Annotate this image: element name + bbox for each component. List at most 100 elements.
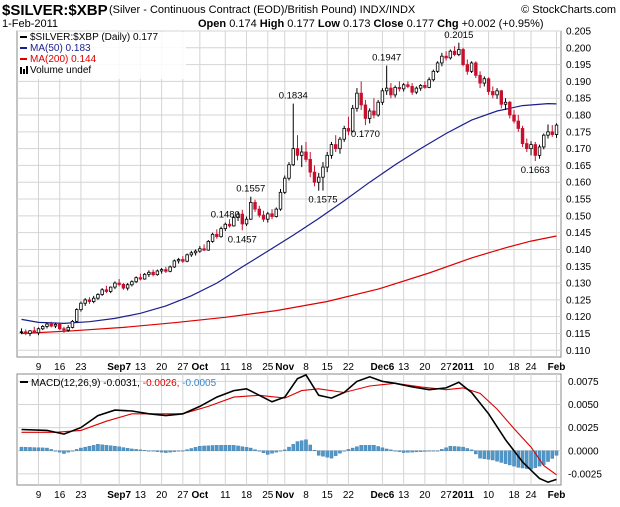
macd-histogram-bar bbox=[36, 447, 41, 451]
candle-body bbox=[121, 284, 126, 289]
candle-body bbox=[74, 309, 79, 322]
macd-histogram-bar bbox=[28, 447, 32, 451]
high-value: 0.177 bbox=[287, 18, 315, 30]
macd-histogram-bar bbox=[181, 450, 185, 452]
price-tick-label: 0.180 bbox=[566, 111, 591, 122]
macd-histogram-bar bbox=[215, 445, 219, 451]
candle-body bbox=[359, 92, 363, 106]
price-tick-label: 0.165 bbox=[566, 161, 591, 172]
macd-histogram-bar bbox=[202, 445, 206, 451]
date-tick-label: 18 bbox=[241, 362, 253, 373]
chart-symbol: $SILVER:$XBP bbox=[2, 2, 108, 19]
candle-body bbox=[198, 248, 202, 252]
candle-body bbox=[550, 131, 554, 135]
macd-histogram-bar bbox=[495, 450, 499, 462]
candle-body bbox=[321, 166, 325, 178]
date-tick-label: 2011 bbox=[452, 362, 474, 373]
candle-body bbox=[486, 78, 491, 92]
symbol-description: (Silver - Continuous Contract (EOD)/Brit… bbox=[109, 4, 357, 16]
macd-signal-line bbox=[21, 382, 557, 476]
exchange-label: INDX/INDX bbox=[359, 4, 416, 16]
date-tick-label: 13 bbox=[398, 490, 410, 501]
macd-histogram-bar bbox=[448, 445, 453, 451]
open-label: Open bbox=[198, 18, 227, 30]
price-tick-label: 0.170 bbox=[566, 144, 591, 155]
macd-histogram-bar bbox=[45, 447, 49, 451]
macd-histogram-bar bbox=[486, 450, 491, 460]
price-tick-label: 0.175 bbox=[566, 127, 591, 138]
candle-body bbox=[261, 214, 266, 220]
candle-body bbox=[401, 84, 406, 90]
macd-tick-label: 0.0050 bbox=[568, 400, 599, 411]
macd-histogram-bar bbox=[333, 450, 338, 456]
date-tick-label: Sep7 bbox=[107, 362, 131, 373]
macd-title-label: MACD(12,26,9) bbox=[31, 378, 103, 389]
macd-histogram-bar bbox=[380, 447, 385, 451]
candle-body bbox=[232, 217, 236, 227]
candle-body bbox=[529, 144, 533, 150]
macd-histogram-bar bbox=[227, 445, 232, 451]
macd-histogram-bar bbox=[338, 450, 342, 454]
candle-body bbox=[283, 177, 287, 193]
price-tick-label: 0.205 bbox=[566, 27, 591, 38]
macd-histogram-bar bbox=[550, 450, 555, 459]
macd-histogram-bar bbox=[210, 445, 215, 451]
candle-body bbox=[134, 277, 138, 283]
macd-tick-label: 0.0075 bbox=[568, 377, 599, 388]
candle-body bbox=[350, 107, 355, 132]
date-tick-label: 27 bbox=[177, 490, 189, 501]
macd-histogram-bar bbox=[529, 450, 533, 470]
price-annotation: 0.1480 bbox=[211, 210, 240, 221]
macd-histogram-bar bbox=[159, 450, 164, 453]
candle-body bbox=[66, 327, 70, 331]
low-value: 0.173 bbox=[342, 18, 371, 30]
macd-histogram-bar bbox=[363, 445, 368, 451]
date-tick-label: 2011 bbox=[452, 490, 474, 501]
macd-title: MACD(12,26,9) -0.0031, -0.0026, -0.0005 bbox=[31, 378, 217, 389]
macd-histogram-bar bbox=[91, 445, 96, 451]
candle-body bbox=[499, 90, 504, 105]
candle-body bbox=[469, 62, 474, 72]
candle-body bbox=[253, 202, 257, 210]
date-tick-label: 18 bbox=[508, 362, 520, 373]
date-tick-label: 23 bbox=[75, 362, 87, 373]
macd-histogram-bar bbox=[410, 450, 414, 453]
date-tick-label: 13 bbox=[135, 362, 147, 373]
macd-histogram-bar bbox=[325, 450, 329, 458]
candle-body bbox=[24, 331, 28, 334]
candle-body bbox=[70, 320, 75, 328]
price-tick-label: 0.185 bbox=[566, 94, 591, 105]
macd-histogram-bar bbox=[232, 445, 236, 451]
candle-body bbox=[249, 202, 253, 220]
candle-body bbox=[266, 213, 270, 220]
candle-body bbox=[355, 92, 359, 109]
candle-body bbox=[87, 299, 92, 302]
candle-body bbox=[384, 87, 389, 92]
legend-entry: $SILVER:$XBP (Daily) 0.177 bbox=[30, 32, 158, 43]
candle-body bbox=[440, 55, 444, 64]
chg-value: +0.002 (+0.95%) bbox=[461, 18, 544, 30]
date-tick-label: 15 bbox=[322, 362, 334, 373]
macd-histogram-bar bbox=[138, 449, 143, 451]
candle-body bbox=[491, 91, 495, 96]
candle-body bbox=[236, 213, 240, 218]
candle-body bbox=[278, 191, 283, 210]
macd-histogram-bar bbox=[62, 450, 66, 454]
macd-histogram-bar bbox=[431, 450, 436, 452]
candle-body bbox=[393, 87, 397, 96]
candle-body bbox=[223, 223, 228, 230]
macd-histogram-bar bbox=[198, 445, 202, 451]
candle-body bbox=[338, 138, 342, 150]
macd-histogram-bar bbox=[121, 447, 126, 451]
macd-histogram-bar bbox=[508, 450, 512, 466]
macd-histogram-bar bbox=[376, 446, 380, 451]
candle-body bbox=[176, 259, 181, 262]
candle-body bbox=[520, 128, 525, 144]
candle-body bbox=[334, 144, 338, 150]
macd-histogram-bar bbox=[151, 450, 155, 452]
macd-histogram-bar bbox=[554, 450, 559, 456]
candle-body bbox=[117, 282, 121, 285]
ma200-line bbox=[21, 235, 557, 335]
candle-body bbox=[465, 64, 470, 72]
macd-histogram-bar bbox=[147, 450, 151, 452]
